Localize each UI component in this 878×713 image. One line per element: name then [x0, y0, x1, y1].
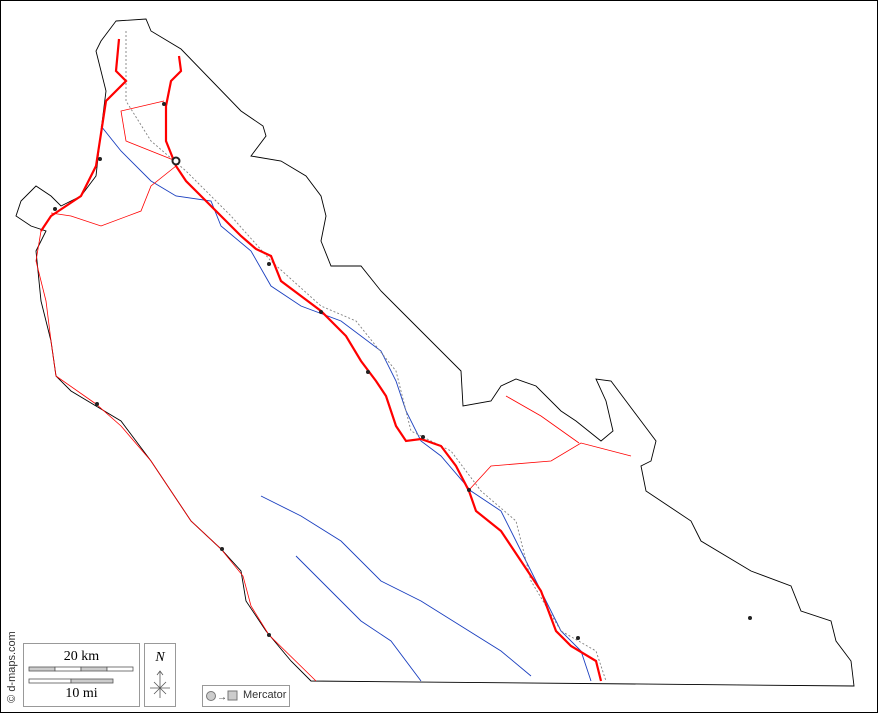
railway	[125, 31, 607, 682]
circle-to-square-icon: →	[206, 690, 238, 703]
city-dot[interactable]	[467, 488, 471, 492]
projection-label: → Mercator	[202, 685, 290, 707]
scale-bars	[28, 666, 134, 684]
city-dot[interactable]	[267, 262, 271, 266]
highway-101	[164, 55, 603, 682]
river-salinas	[100, 125, 592, 682]
city-dot[interactable]	[53, 207, 57, 211]
river-tributary	[295, 555, 422, 682]
city-dot[interactable]	[98, 157, 102, 161]
city-dot[interactable]	[220, 547, 224, 551]
county-seat-marker[interactable]	[171, 156, 181, 166]
highway-1	[40, 38, 128, 232]
projection-name: Mercator	[243, 689, 287, 701]
city-dot[interactable]	[748, 616, 752, 620]
scale-km-label: 20 km	[63, 649, 100, 664]
road-minor	[35, 100, 632, 682]
compass-icon	[150, 670, 170, 698]
city-dot[interactable]	[366, 370, 370, 374]
city-dot[interactable]	[421, 435, 425, 439]
city-dot[interactable]	[267, 633, 271, 637]
north-arrow: N	[144, 643, 176, 707]
north-label: N	[155, 650, 165, 665]
county-boundary	[15, 18, 855, 687]
river-tributary	[260, 495, 532, 677]
scale-bar: 20 km 10 mi	[23, 643, 140, 707]
attribution: © d-maps.com	[6, 631, 18, 703]
city-dot[interactable]	[576, 636, 580, 640]
svg-text:→: →	[217, 692, 227, 703]
city-dot[interactable]	[95, 402, 99, 406]
scale-mi-label: 10 mi	[65, 686, 98, 701]
cities	[53, 102, 752, 640]
city-dot[interactable]	[162, 102, 166, 106]
city-dot[interactable]	[319, 310, 323, 314]
